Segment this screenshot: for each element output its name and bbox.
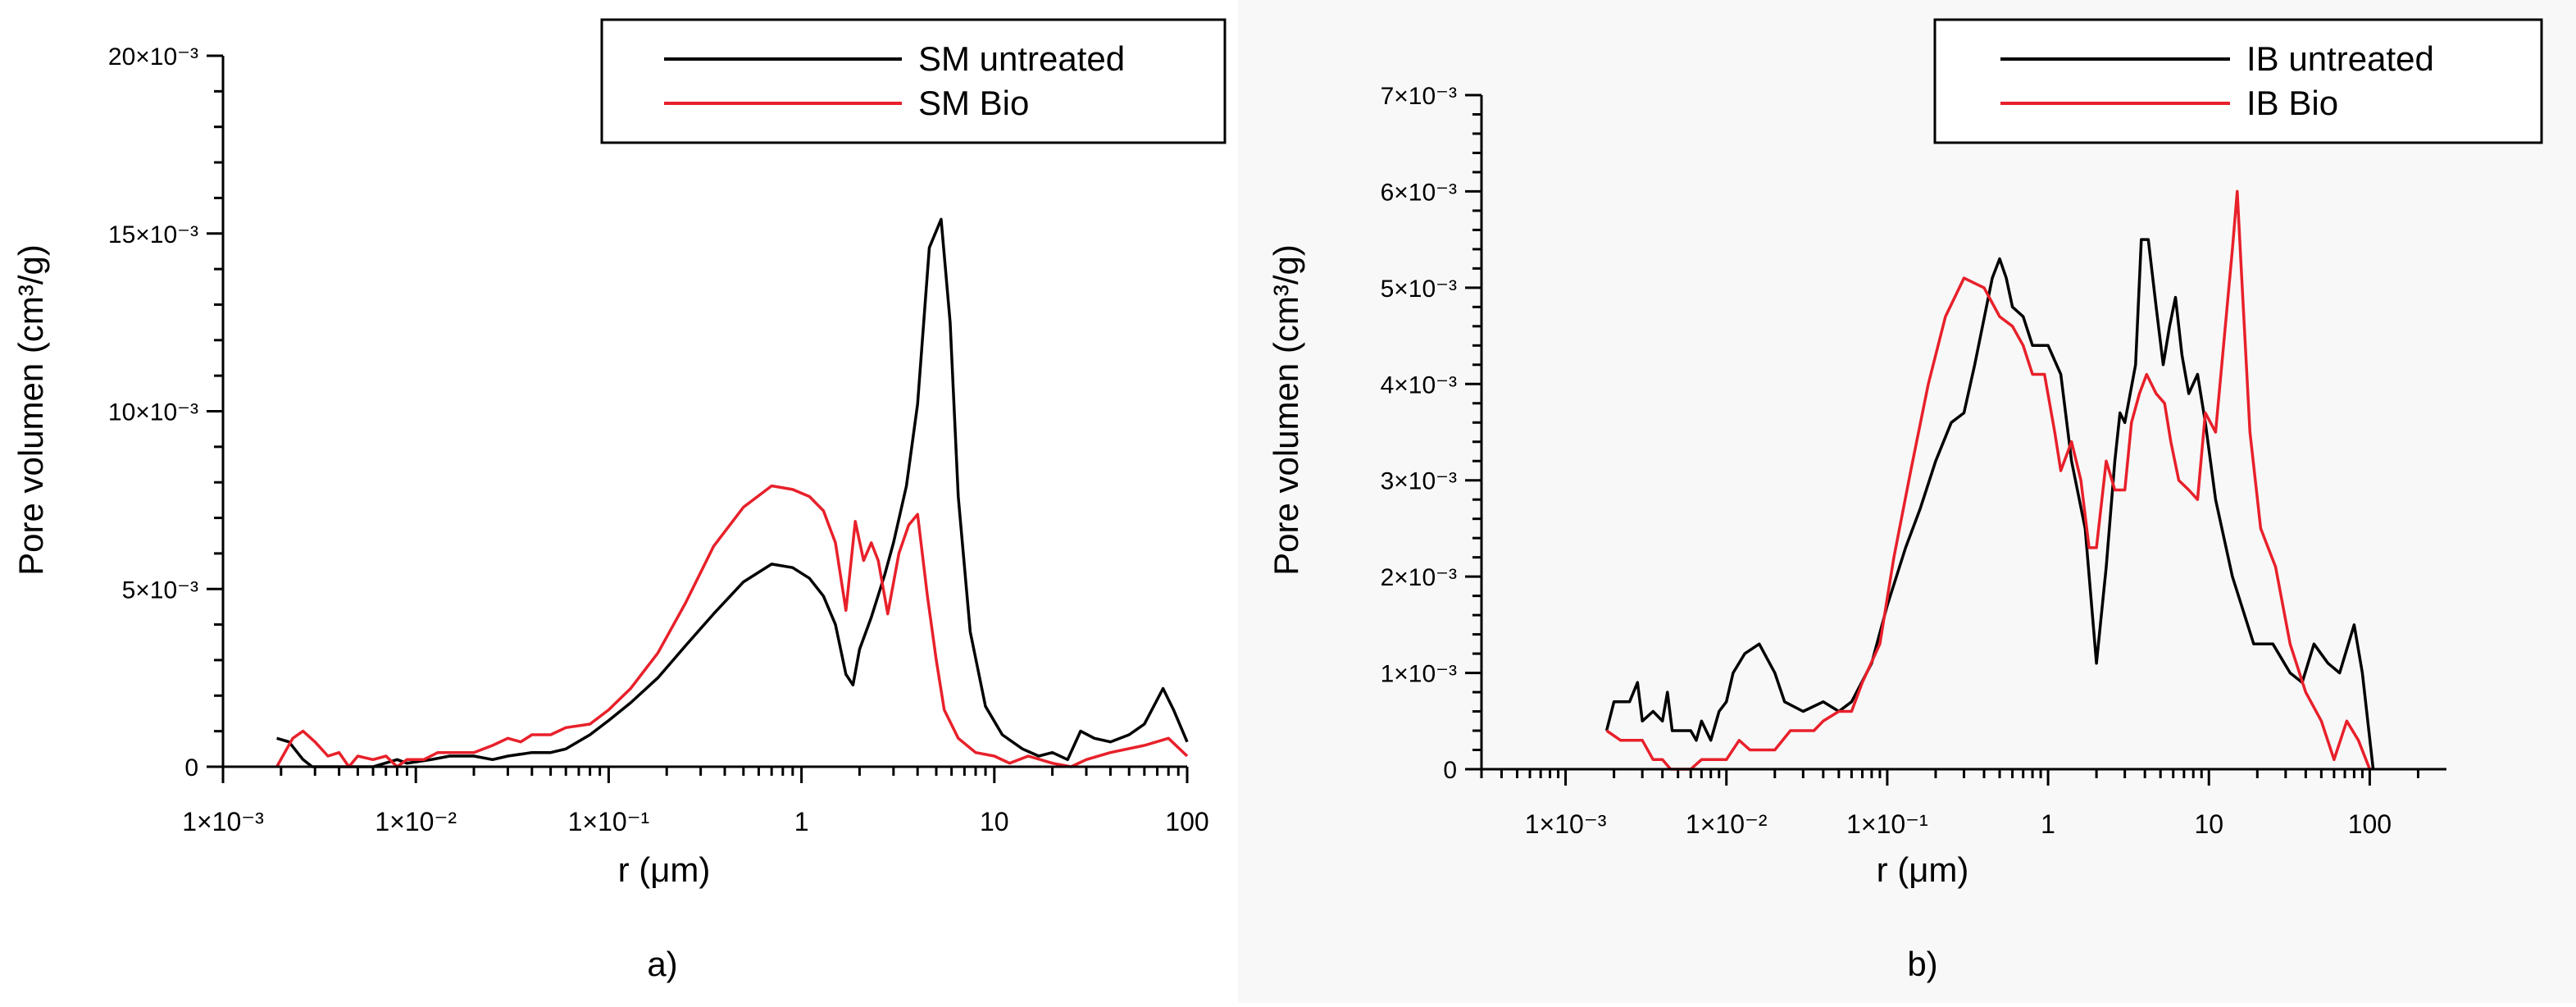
chart-b-x-tick-label: 1×10⁻² [1686,809,1768,839]
chart-a-xlabel: r (μm) [618,850,711,889]
chart-b-x-tick-label: 1×10⁻³ [1525,809,1607,839]
chart-a-legend-label-bio: SM Bio [918,84,1029,122]
chart-b-x-tick-label: 10 [2194,809,2223,839]
chart-a-panel-label: a) [647,945,677,983]
chart-a-legend-label-untreated: SM untreated [918,39,1125,78]
chart-b-ticks: 1×10⁻³ 1×10⁻² 1×10⁻¹ 1 10 100 0 1×10⁻³ 2×10⁻³ 3×1… [1381,83,2419,839]
chart-a-y-tick-label: 0 [184,754,198,781]
chart-a-y-tick-label: 20×10⁻³ [108,43,198,71]
chart-a-legend-box [600,18,1227,144]
chart-b-panel-label: b) [1907,945,1937,983]
chart-b-y-tick-label: 1×10⁻³ [1381,661,1457,688]
chart-a-x-tick-label: 1×10⁻² [375,807,457,836]
chart-a: 1×10⁻³ 1×10⁻² 1×10⁻¹ 1 10 100 0 5×10⁻³ 10×10⁻³ 15… [0,0,1230,1003]
chart-a-y-tick-label: 10×10⁻³ [108,399,198,426]
chart-a-x-tick-label: 1×10⁻¹ [568,807,650,836]
chart-b-series-bio-line [1605,189,2372,771]
chart-a-x-tick-label: 100 [1165,807,1208,836]
chart-b-series-untreated-line [1604,238,2375,770]
chart-b-y-tick-label: 5×10⁻³ [1381,276,1457,303]
chart-a-y-tick-label: 15×10⁻³ [108,221,198,248]
chart-b-y-tick-label: 3×10⁻³ [1381,468,1457,495]
chart-b-y-tick-label: 6×10⁻³ [1381,179,1457,206]
chart-a-legend: SM untreated SM Bio [600,18,1227,144]
chart-b-y-tick-label: 0 [1443,757,1457,784]
chart-b-y-tick-label: 4×10⁻³ [1381,371,1457,399]
chart-b-legend: IB untreated IB Bio [1933,18,2543,144]
chart-b-legend-label-bio: IB Bio [2246,84,2338,122]
chart-b-y-tick-label: 7×10⁻³ [1381,83,1457,110]
chart-b-ylabel: Pore volumen (cm³/g) [1267,244,1305,576]
chart-b-xlabel: r (μm) [1877,850,1969,889]
chart-b-x-tick-label: 1 [2041,809,2055,839]
chart-b: 1×10⁻³ 1×10⁻² 1×10⁻¹ 1 10 100 0 1×10⁻³ 2×10⁻³ 3×1… [1238,0,2576,1003]
chart-a-series-bio-line [275,484,1189,768]
chart-b-plot-background [1238,0,2576,1003]
chart-a-series-untreated-line [276,217,1189,768]
chart-a-lines [275,217,1189,768]
chart-a-ylabel: Pore volumen (cm³/g) [11,244,50,576]
chart-b-legend-box [1933,18,2543,144]
chart-b-legend-label-untreated: IB untreated [2246,39,2434,78]
chart-a-plot-background [0,0,1230,1003]
chart-b-x-tick-label: 1×10⁻¹ [1846,809,1928,839]
chart-a-x-tick-label: 10 [980,807,1009,836]
chart-a-ticks: 1×10⁻³ 1×10⁻² 1×10⁻¹ 1 10 100 0 5×10⁻³ 10×10⁻³ 15… [108,43,1209,836]
chart-b-lines [1604,189,2375,771]
chart-b-x-tick-label: 100 [2348,809,2392,839]
chart-b-y-tick-label: 2×10⁻³ [1381,564,1457,591]
chart-a-x-tick-label: 1 [794,807,809,836]
chart-a-x-tick-label: 1×10⁻³ [182,807,264,836]
chart-a-y-tick-label: 5×10⁻³ [122,576,198,604]
